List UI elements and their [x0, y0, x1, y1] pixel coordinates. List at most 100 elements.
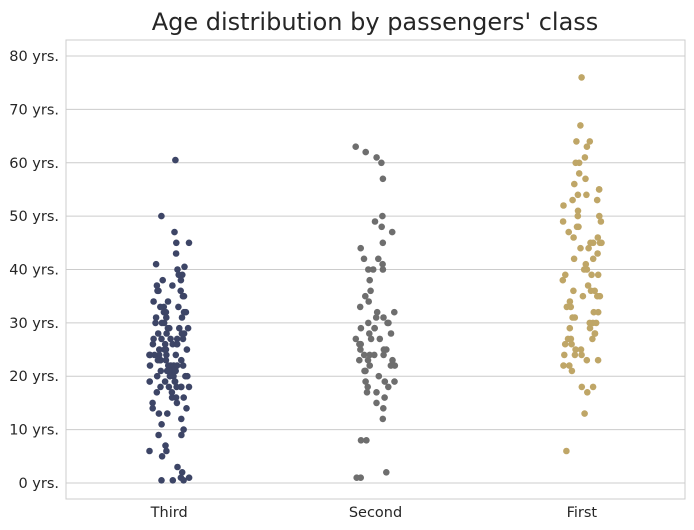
data-points [146, 74, 605, 484]
x-axis-ticks: Third Second First [150, 505, 598, 521]
data-point-third [154, 356, 162, 364]
data-point-third [155, 351, 163, 359]
data-point-third [177, 383, 185, 391]
data-point-second [383, 469, 390, 476]
data-point-first [573, 223, 581, 231]
data-point-first [578, 74, 585, 81]
data-point-first [572, 346, 579, 353]
data-point-third [161, 378, 169, 385]
data-point-first [589, 239, 597, 247]
data-point-first [578, 351, 585, 359]
data-point-second [357, 244, 365, 252]
y-tick-label: 60 yrs. [9, 156, 59, 172]
x-tick-label: Third [150, 505, 188, 521]
data-point-first [582, 175, 589, 183]
data-point-first [579, 292, 587, 300]
data-point-third [178, 314, 186, 321]
data-point-third [154, 287, 161, 295]
data-point-second [371, 351, 378, 359]
data-point-first [588, 271, 595, 279]
data-point-second [366, 362, 374, 369]
data-point-third [164, 410, 171, 417]
data-point-third [180, 426, 187, 433]
data-point-third [185, 474, 193, 482]
data-point-first [559, 276, 567, 284]
data-point-third [171, 228, 178, 236]
data-point-third [177, 287, 184, 295]
data-point-second [373, 399, 380, 407]
data-point-first [560, 202, 567, 209]
data-point-first [587, 287, 595, 295]
data-point-third [152, 314, 160, 321]
data-point-third [158, 477, 165, 484]
data-point-third [160, 319, 168, 327]
data-point-first [575, 170, 583, 177]
data-point-third [158, 453, 166, 460]
data-point-third [178, 469, 186, 476]
data-point-third [163, 314, 170, 321]
data-point-second [380, 351, 387, 359]
data-point-third [169, 282, 176, 289]
data-point-third [149, 340, 157, 348]
data-point-second [362, 367, 369, 375]
data-point-third [179, 335, 187, 343]
data-point-first [574, 212, 582, 220]
data-point-second [373, 389, 380, 396]
data-point-second [375, 255, 382, 263]
data-point-first [559, 218, 567, 225]
data-point-first [581, 410, 588, 417]
y-axis-ticks: 0 yrs. 10 yrs. 20 yrs. 30 yrs. 40 yrs. 50 yrs… [9, 49, 59, 492]
data-point-third [171, 378, 179, 385]
data-point-first [590, 308, 598, 316]
data-point-first [589, 255, 597, 263]
data-point-third [173, 399, 181, 407]
data-point-first [578, 383, 586, 391]
y-tick-label: 80 yrs. [9, 49, 59, 65]
data-point-third [153, 372, 161, 380]
data-point-third [168, 389, 176, 396]
data-point-second [366, 351, 374, 359]
data-point-second [388, 228, 396, 236]
data-point-second [379, 260, 386, 268]
data-point-second [366, 276, 374, 284]
data-point-first [566, 298, 574, 305]
data-point-second [379, 175, 387, 183]
data-point-first [577, 122, 584, 129]
data-point-third [178, 330, 186, 337]
data-point-second [357, 474, 365, 482]
data-point-second [357, 437, 365, 444]
data-point-third [158, 421, 165, 428]
data-point-first [595, 186, 603, 193]
data-point-second [380, 405, 387, 412]
data-point-first [589, 335, 596, 343]
data-point-third [169, 477, 177, 484]
data-point-third [184, 324, 192, 332]
data-point-first [564, 335, 572, 343]
y-tick-label: 30 yrs. [9, 316, 59, 332]
data-point-third [157, 367, 165, 375]
data-point-second [371, 218, 379, 225]
data-point-third [155, 431, 162, 439]
x-tick-label: Second [349, 505, 402, 521]
data-point-second [379, 266, 387, 273]
data-point-second [360, 255, 368, 263]
data-point-third [167, 335, 174, 343]
data-point-first [596, 212, 603, 220]
data-point-first [570, 287, 577, 295]
data-point-first [560, 362, 567, 369]
data-point-third [159, 276, 166, 284]
data-point-first [574, 207, 582, 215]
data-point-first [594, 356, 602, 364]
data-point-second [363, 389, 371, 396]
data-point-second [378, 159, 385, 167]
data-point-second [365, 298, 373, 305]
data-point-third [185, 383, 193, 391]
data-point-third [172, 156, 179, 164]
data-point-third [150, 298, 157, 305]
data-point-third [155, 410, 163, 417]
data-point-second [391, 308, 398, 316]
data-point-third [180, 308, 188, 316]
data-point-third [149, 405, 156, 412]
data-point-first [598, 239, 605, 247]
data-point-third [162, 442, 169, 449]
